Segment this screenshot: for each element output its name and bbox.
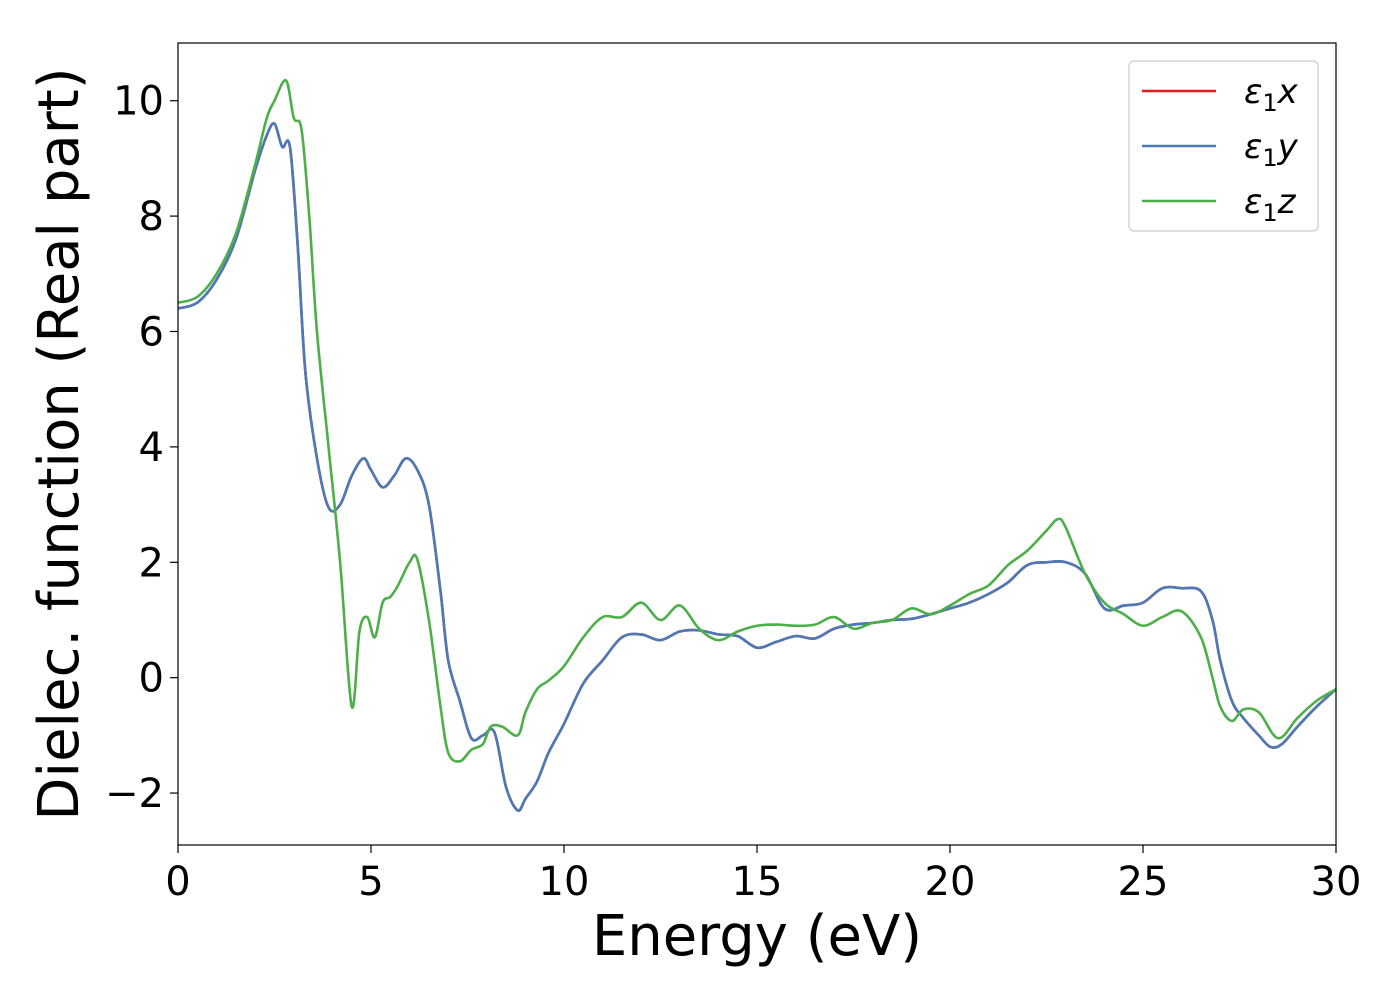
y-tick-label: 2 [139, 540, 164, 586]
series-layer [177, 78, 1337, 812]
x-axis-title: Energy (eV) [592, 904, 922, 969]
x-tick-label: 5 [358, 859, 383, 905]
series-line-z [177, 78, 1337, 763]
legend-label-y: ε1y [1244, 127, 1299, 172]
x-tick-label: 15 [732, 859, 783, 905]
y-tick-label: 10 [113, 79, 164, 125]
series-line-y [177, 122, 1337, 812]
x-tick-label: 30 [1311, 859, 1362, 905]
x-tick-label: 20 [925, 859, 976, 905]
x-ticks: 0 5 10 15 20 25 30 [165, 845, 1361, 905]
y-tick-label: 6 [139, 309, 164, 355]
y-tick-label: −2 [105, 771, 164, 817]
x-tick-label: 25 [1118, 859, 1169, 905]
x-tick-label: 0 [165, 859, 190, 905]
y-tick-label: 4 [139, 425, 164, 471]
y-axis-title: Dielec. function (Real part) [27, 67, 92, 820]
legend-label-z: ε1z [1244, 182, 1297, 227]
legend: ε1x ε1y ε1z [1128, 60, 1319, 232]
x-tick-label: 10 [539, 859, 590, 905]
legend-box [1128, 60, 1319, 232]
y-tick-label: 8 [139, 194, 164, 240]
y-ticks: −2 0 2 4 6 8 10 [105, 79, 178, 817]
y-tick-label: 0 [139, 656, 164, 702]
legend-label-x: ε1x [1244, 72, 1299, 117]
